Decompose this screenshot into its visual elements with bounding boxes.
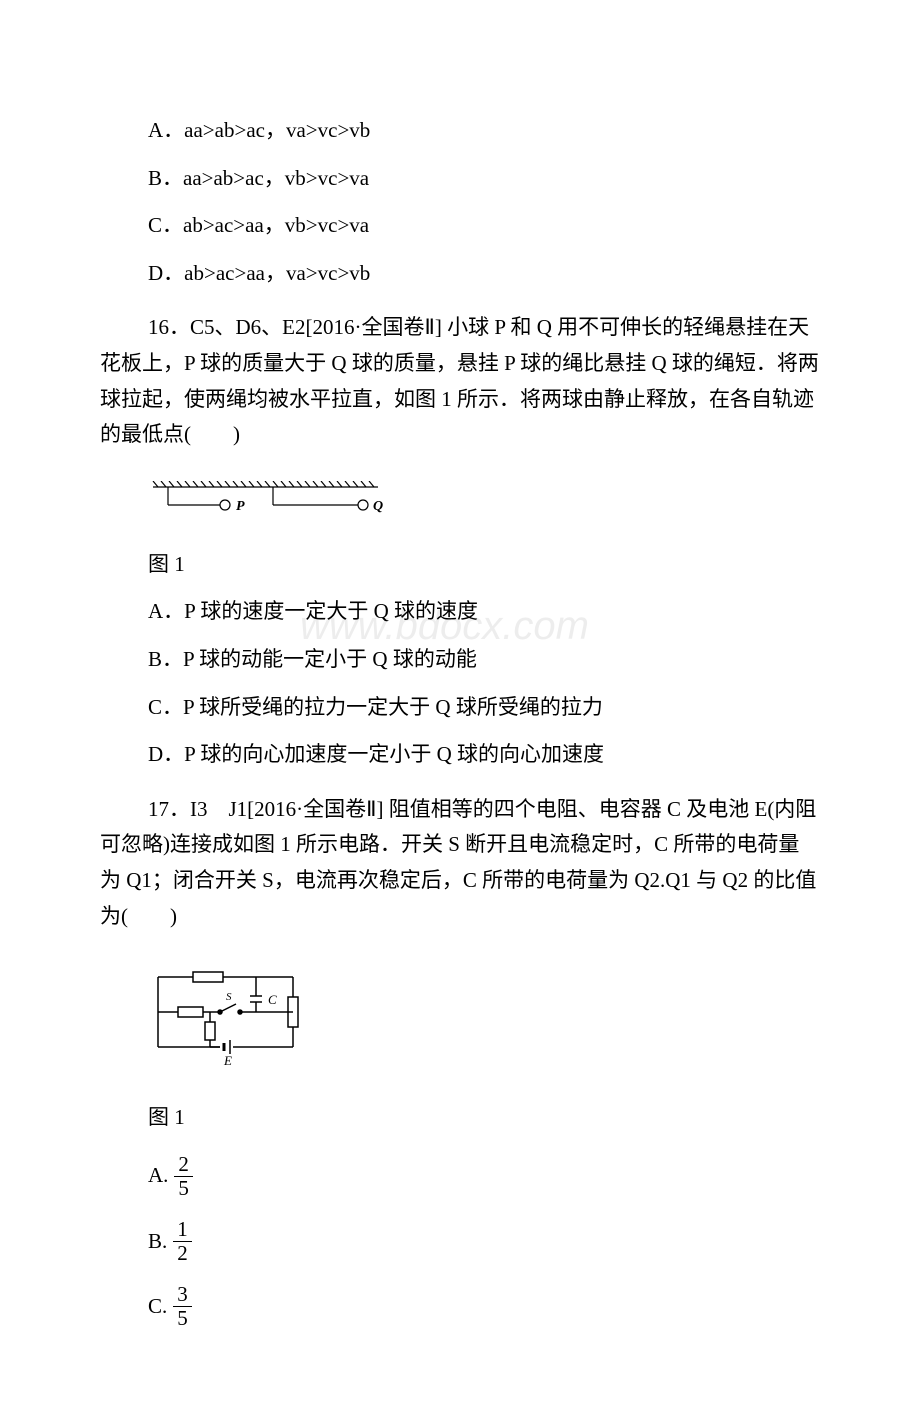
q17-figure-label: 图 1 bbox=[148, 1101, 820, 1135]
q17-option-b-fraction: 1 2 bbox=[173, 1218, 192, 1265]
q15-option-b: B．aa>ab>ac，vb>vc>va bbox=[148, 162, 820, 196]
svg-text:E: E bbox=[223, 1053, 232, 1068]
q16-option-b: B．P 球的动能一定小于 Q 球的动能 bbox=[148, 643, 820, 677]
q16-figure: P Q bbox=[148, 481, 388, 530]
fraction-numerator: 3 bbox=[173, 1283, 192, 1307]
q17-figure: C E S bbox=[148, 962, 308, 1083]
q15-option-a: A．aa>ab>ac，va>vc>vb bbox=[148, 114, 820, 148]
q17-option-b: B. 1 2 bbox=[148, 1218, 820, 1265]
q17-option-a-prefix: A. bbox=[148, 1159, 168, 1193]
fraction-numerator: 2 bbox=[174, 1153, 193, 1177]
q17-option-b-prefix: B. bbox=[148, 1225, 167, 1259]
q16-option-c: C．P 球所受绳的拉力一定大于 Q 球所受绳的拉力 bbox=[148, 691, 820, 725]
q16-option-d: D．P 球的向心加速度一定小于 Q 球的向心加速度 bbox=[148, 738, 820, 772]
q17-option-c: C. 3 5 bbox=[148, 1283, 820, 1330]
fraction-denominator: 2 bbox=[173, 1242, 192, 1265]
q17-option-a: A. 2 5 bbox=[148, 1153, 820, 1200]
q16-figure-label: 图 1 bbox=[148, 548, 820, 582]
fraction-denominator: 5 bbox=[174, 1177, 193, 1200]
q16-text: 16．C5、D6、E2[2016·全国卷Ⅱ] 小球 P 和 Q 用不可伸长的轻绳… bbox=[100, 310, 820, 453]
svg-text:Q: Q bbox=[373, 499, 383, 514]
svg-text:S: S bbox=[226, 991, 232, 1003]
fraction-numerator: 1 bbox=[173, 1218, 192, 1242]
svg-text:P: P bbox=[236, 499, 245, 514]
q17-option-a-fraction: 2 5 bbox=[174, 1153, 193, 1200]
q17-option-c-fraction: 3 5 bbox=[173, 1283, 192, 1330]
svg-text:C: C bbox=[268, 992, 277, 1007]
fraction-denominator: 5 bbox=[173, 1307, 192, 1330]
q17-text: 17．I3 J1[2016·全国卷Ⅱ] 阻值相等的四个电阻、电容器 C 及电池 … bbox=[100, 792, 820, 935]
q15-option-c: C．ab>ac>aa，vb>vc>va bbox=[148, 209, 820, 243]
q16-option-a: A．P 球的速度一定大于 Q 球的速度 bbox=[148, 595, 820, 629]
q17-option-c-prefix: C. bbox=[148, 1290, 167, 1324]
q15-option-d: D．ab>ac>aa，va>vc>vb bbox=[148, 257, 820, 291]
